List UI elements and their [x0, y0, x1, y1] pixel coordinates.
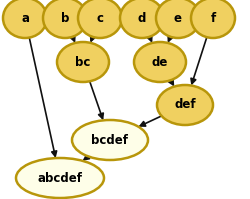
Text: a: a: [21, 12, 29, 24]
Text: def: def: [174, 99, 196, 111]
Ellipse shape: [120, 0, 164, 38]
Text: de: de: [152, 56, 168, 68]
Text: bc: bc: [75, 56, 91, 68]
Ellipse shape: [191, 0, 235, 38]
Ellipse shape: [156, 0, 200, 38]
Ellipse shape: [134, 42, 186, 82]
Text: f: f: [210, 12, 216, 24]
Ellipse shape: [3, 0, 47, 38]
Ellipse shape: [16, 158, 104, 198]
Ellipse shape: [57, 42, 109, 82]
Text: d: d: [138, 12, 146, 24]
Ellipse shape: [72, 120, 148, 160]
Text: c: c: [96, 12, 103, 24]
Text: bcdef: bcdef: [92, 134, 128, 146]
Text: b: b: [61, 12, 69, 24]
Text: abcdef: abcdef: [38, 172, 82, 184]
Ellipse shape: [43, 0, 87, 38]
Ellipse shape: [157, 85, 213, 125]
Text: e: e: [174, 12, 182, 24]
Ellipse shape: [78, 0, 122, 38]
